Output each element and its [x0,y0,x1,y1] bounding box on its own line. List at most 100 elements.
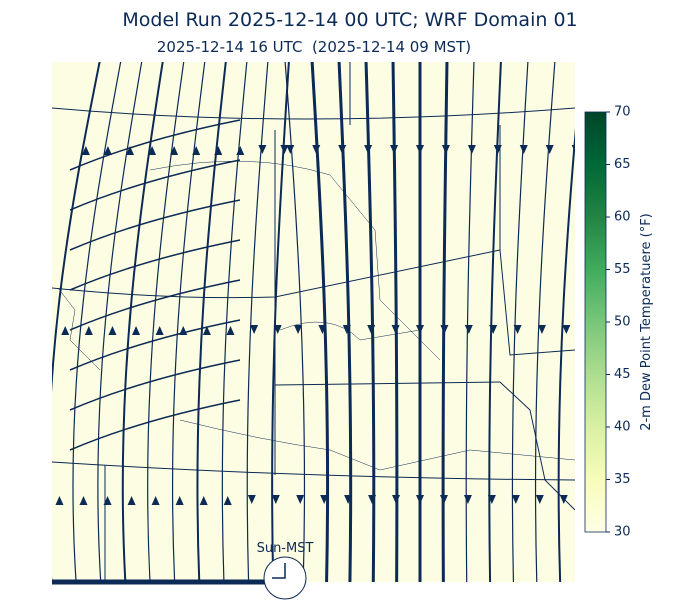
streamline [221,62,248,582]
arrowhead [487,495,496,504]
arrowhead [342,325,351,334]
arrowhead [250,325,259,334]
arrowhead [513,325,522,334]
border [52,249,501,299]
streamline [337,62,353,582]
colorbar-label: 2-m Dew Point Temperatuere (°F) [639,213,654,431]
arrowhead [151,496,160,505]
arrowhead [535,495,544,504]
streamline [171,62,206,582]
arrowhead [519,145,528,154]
river [179,419,575,471]
arrowhead [344,495,353,504]
streamline [69,279,241,331]
clock-hands [272,563,286,579]
streamline [534,62,556,582]
arrowhead [320,495,329,504]
arrowhead [286,145,295,154]
arrowhead [338,145,347,154]
borders [52,62,575,582]
arrowhead [170,146,179,155]
streamline [121,62,164,582]
arrowhead [236,146,245,155]
colorbar-tick-label: 40 [614,420,631,435]
streamline [511,62,529,582]
arrowhead [511,495,520,504]
arrowhead [391,325,400,334]
streamline [196,62,227,582]
arrowhead [364,145,373,154]
streamline [69,119,241,171]
arrowhead [368,495,377,504]
streamline [488,62,502,582]
subtitle: 2025-12-14 16 UTC (2025-12-14 09 MST) [157,38,471,56]
colorbar-tick-label: 60 [614,210,631,225]
arrowhead [214,146,223,155]
streamline [72,62,122,582]
arrowhead [55,496,64,505]
arrowhead [493,145,502,154]
arrowhead [199,496,208,505]
streamline [465,62,475,582]
arrowhead [202,326,211,335]
arrowhead [416,495,424,504]
colorbar-tick-label: 55 [614,262,631,277]
arrowhead [390,145,399,154]
arrowhead [148,146,157,155]
arrowhead [463,495,472,504]
colorbar [584,111,607,533]
arrowhead [294,325,303,334]
border [499,125,575,356]
arrowhead [392,495,401,504]
arrowhead [464,325,473,334]
streamline [246,62,269,582]
streamline [69,239,241,291]
arrowhead [280,145,289,154]
streamline [364,62,376,582]
colorbar-tick-label: 35 [614,472,631,487]
streamline [147,62,185,582]
arrowhead [489,325,498,334]
arrowhead [440,325,449,334]
arrowhead [155,326,164,335]
streamline [310,62,330,582]
arrowhead [367,325,376,334]
arrowhead [312,145,321,154]
arrowhead [441,145,450,154]
colorbar-tick-label: 30 [614,525,631,540]
arrowhead [192,146,201,155]
arrowhead [562,325,571,334]
streamline [69,319,241,371]
streamline [271,62,290,582]
colorbar-tick-label: 70 [614,105,631,120]
arrowhead [223,496,232,505]
streamline [391,62,399,582]
arrowhead [273,325,282,334]
arrowhead [296,495,305,504]
river [57,287,101,371]
arrowhead [127,496,136,505]
arrowhead [318,325,327,334]
arrowhead [126,146,135,155]
border [52,461,575,481]
map [52,62,575,582]
arrowhead [416,145,424,154]
arrowhead [271,495,280,504]
arrowhead [439,495,448,504]
arrowhead [226,326,235,335]
streamline [52,62,101,582]
streamline [69,399,241,451]
arrowhead [467,145,476,154]
streamline [557,127,575,582]
streamline [284,62,306,582]
streamline [69,159,241,211]
clock-label: Sun-MST [257,541,314,556]
title: Model Run 2025-12-14 00 UTC; WRF Domain … [122,9,577,31]
arrowhead [175,496,184,505]
arrowhead [258,145,267,154]
arrowhead [103,496,112,505]
arrowhead [132,326,141,335]
streamline [69,199,241,251]
colorbar-tick-label: 65 [614,157,631,172]
